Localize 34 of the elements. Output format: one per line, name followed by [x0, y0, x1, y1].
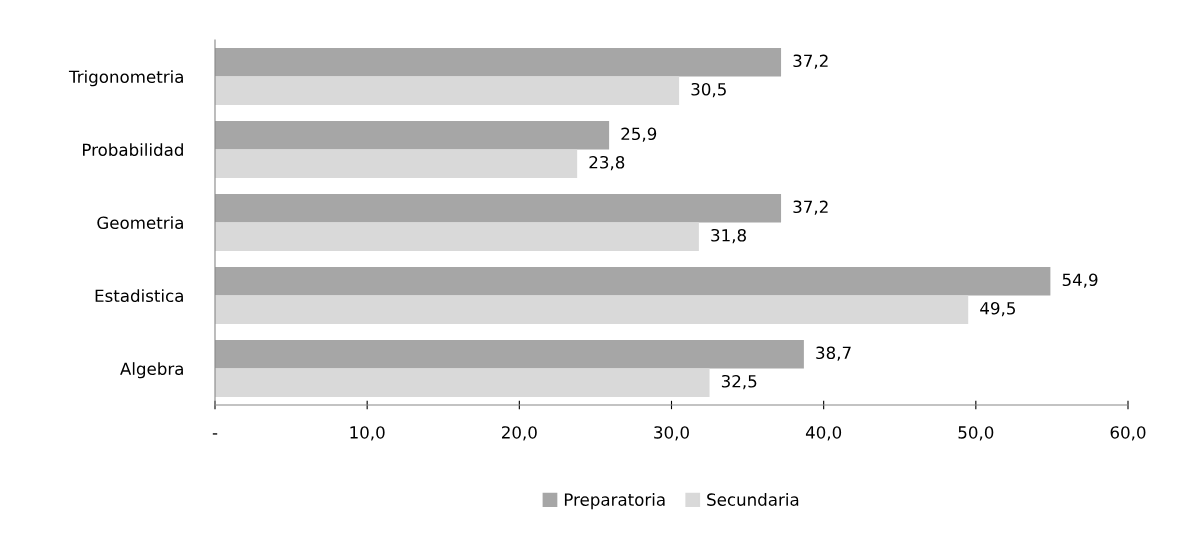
x-tick-label: 60,0 — [1110, 426, 1146, 441]
data-label: 25,9 — [621, 127, 657, 142]
data-label: 23,8 — [589, 155, 625, 171]
data-label: 38,7 — [816, 346, 851, 361]
data-label: 37,2 — [793, 200, 828, 215]
bar — [215, 48, 782, 77]
x-tick-label: 40,0 — [805, 426, 842, 441]
bar — [215, 222, 699, 251]
y-tick-label: Probabilidad — [83, 143, 183, 157]
data-label: 49,5 — [980, 301, 1015, 317]
x-tick-label: 10,0 — [350, 426, 385, 441]
x-tick-label: 30,0 — [654, 426, 689, 441]
data-label: 30,5 — [691, 82, 726, 98]
y-tick-label: Trigonometria — [68, 70, 183, 87]
bar — [215, 194, 782, 223]
bar — [215, 340, 804, 369]
bar — [215, 149, 578, 178]
data-label: 37,2 — [793, 54, 828, 69]
data-label: 54,9 — [1062, 273, 1098, 288]
bar — [215, 295, 969, 324]
y-tick-label: Algebra — [120, 362, 183, 379]
bar — [215, 76, 680, 105]
y-tick-label: Estadistica — [95, 289, 183, 303]
x-tick-label: 20,0 — [502, 426, 537, 441]
data-label: 32,5 — [721, 374, 757, 390]
legend-label: Preparatoria — [564, 493, 665, 510]
bar — [215, 368, 710, 397]
legend-label: Secundaria — [707, 493, 799, 506]
bar — [215, 121, 610, 150]
bar — [215, 267, 1051, 296]
x-tick-label: 50,0 — [958, 426, 994, 441]
y-tick-label: Geometria — [97, 216, 183, 230]
data-label: 31,8 — [711, 228, 746, 244]
x-tick-label: - — [212, 433, 218, 435]
